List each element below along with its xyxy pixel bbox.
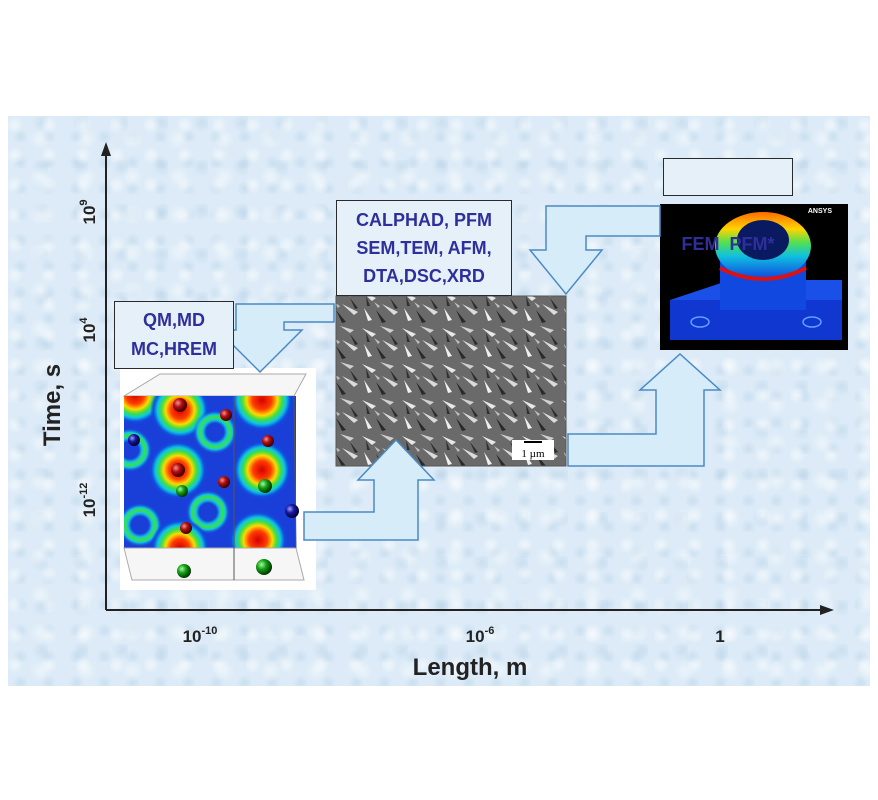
arrow-macro-to-micro[interactable] xyxy=(528,205,661,296)
atomic-simulation-image xyxy=(120,368,316,590)
micrograph-scale-label: 1 µm xyxy=(521,448,545,460)
atomic-methods-box: QM,MD MC,HREM xyxy=(114,301,234,369)
y-axis-title: Time, s xyxy=(39,364,66,446)
micro-methods-box: CALPHAD, PFM SEM,TEM, AFM, DTA,DSC,XRD xyxy=(336,200,512,296)
arrow-atomic-to-micro[interactable] xyxy=(303,438,436,541)
svg-text:109: 109 xyxy=(78,199,99,224)
y-tick-2: 104 xyxy=(78,317,99,343)
macro-methods-line-1: FEM PFM* xyxy=(681,234,775,254)
sem-micrograph: 1 µm xyxy=(335,295,567,467)
fem-image: ANSYS xyxy=(660,204,848,350)
atomic-methods-line-1: QM,MD xyxy=(143,310,205,330)
micro-methods-line-1: CALPHAD, PFM xyxy=(356,210,492,230)
svg-text:10-12: 10-12 xyxy=(78,483,99,518)
x-axis-title: Length, m xyxy=(413,654,528,681)
x-tick-3: 1 xyxy=(715,627,724,646)
arrow-micro-to-atomic[interactable] xyxy=(216,303,335,374)
fem-logo: ANSYS xyxy=(808,208,832,215)
macro-methods-box: FEM PFM* xyxy=(663,158,793,254)
axes xyxy=(101,142,834,615)
svg-text:Time, s: Time, s xyxy=(39,364,66,446)
micro-methods-line-2: SEM,TEM, AFM, xyxy=(356,238,492,258)
y-tick-1: 109 xyxy=(78,199,99,224)
svg-text:104: 104 xyxy=(78,317,99,343)
micro-methods-line-3: DTA,DSC,XRD xyxy=(363,266,485,286)
x-tick-1: 10-10 xyxy=(183,625,218,646)
x-tick-2: 10-6 xyxy=(466,625,495,646)
y-tick-3: 10-12 xyxy=(78,483,99,518)
arrow-micro-to-macro[interactable] xyxy=(567,352,722,467)
atomic-methods-line-2: MC,HREM xyxy=(131,339,217,359)
